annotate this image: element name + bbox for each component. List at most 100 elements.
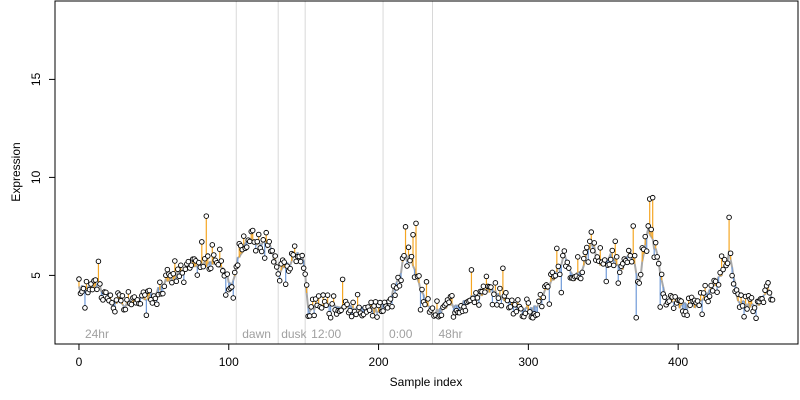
data-point — [658, 271, 665, 278]
region-dividers — [235, 1, 433, 344]
data-point — [721, 256, 728, 263]
fitted-segment — [121, 303, 125, 307]
data-point — [642, 233, 648, 240]
fitted-segment — [718, 275, 721, 278]
fitted-segment — [98, 285, 103, 293]
data-point — [760, 299, 767, 306]
data-point — [503, 289, 509, 296]
data-point — [753, 315, 759, 322]
data-point — [558, 289, 565, 296]
data-point — [670, 305, 677, 311]
data-point — [175, 266, 181, 273]
data-point — [152, 295, 159, 302]
data-point — [223, 292, 229, 298]
data-point — [272, 253, 278, 259]
data-point — [255, 231, 262, 238]
data-point — [338, 307, 344, 314]
data-point — [591, 240, 598, 246]
data-point — [252, 248, 259, 254]
fitted-segment — [400, 261, 404, 274]
data-point — [230, 295, 237, 301]
data-point — [154, 301, 160, 307]
data-point — [208, 265, 214, 272]
data-point — [709, 288, 716, 294]
data-point — [83, 278, 90, 285]
data-point — [149, 300, 156, 306]
data-point — [612, 238, 618, 245]
data-point — [702, 282, 708, 289]
data-point — [602, 257, 608, 263]
data-point — [97, 281, 103, 287]
data-point — [610, 262, 617, 269]
x-tick-label: 400 — [668, 355, 688, 369]
data-point — [275, 271, 281, 277]
data-point — [708, 282, 714, 289]
data-point — [353, 311, 359, 318]
y-tick-label: 15 — [29, 72, 43, 86]
data-point — [103, 289, 109, 296]
data-point — [330, 293, 337, 299]
region-label: dawn — [242, 327, 271, 341]
data-point — [587, 238, 593, 245]
data-point — [491, 291, 497, 297]
region-label: 48hr — [438, 327, 462, 341]
data-point — [557, 271, 563, 278]
data-point — [652, 239, 659, 246]
data-point — [609, 247, 616, 254]
x-tick-label: 100 — [219, 355, 239, 369]
data-point — [200, 263, 207, 270]
fitted-segment — [654, 248, 659, 255]
data-point — [762, 287, 768, 294]
data-point — [739, 303, 746, 309]
data-point — [515, 297, 521, 303]
data-point — [473, 290, 479, 296]
data-point — [161, 283, 168, 290]
data-point — [630, 223, 636, 229]
data-point — [109, 299, 115, 306]
data-point — [766, 290, 773, 296]
fitted-segment — [660, 279, 665, 287]
fitted-segment — [412, 265, 416, 270]
data-point — [597, 245, 604, 251]
region-label: 24hr — [85, 327, 109, 341]
data-point — [488, 284, 494, 290]
data-point — [480, 283, 487, 289]
data-point — [408, 253, 415, 260]
data-point — [76, 276, 82, 282]
data-point — [627, 252, 633, 259]
data-point — [624, 259, 630, 266]
data-point — [438, 312, 445, 318]
data-point — [185, 258, 192, 265]
data-point — [306, 313, 313, 319]
data-point — [315, 293, 322, 299]
data-point — [654, 254, 660, 260]
data-point — [714, 289, 720, 295]
data-point — [374, 314, 380, 320]
data-point — [354, 291, 361, 298]
data-point — [269, 247, 275, 254]
data-point — [575, 254, 581, 260]
data-point — [645, 223, 651, 229]
x-axis: 0 100 200 300 400 — [76, 344, 688, 369]
data-point — [320, 292, 326, 298]
fitted-segment — [671, 300, 675, 304]
data-point — [125, 289, 132, 295]
data-point — [404, 263, 410, 269]
data-point — [727, 250, 734, 257]
data-point — [89, 286, 96, 293]
data-point — [636, 280, 642, 286]
region-labels: 24hr dawn dusk 12:00 0:00 48hr — [85, 327, 463, 341]
data-point — [112, 308, 118, 315]
data-point — [157, 279, 163, 285]
data-point — [560, 252, 566, 259]
data-point — [425, 296, 431, 302]
data-point — [348, 313, 355, 320]
data-point — [308, 304, 314, 310]
data-point — [396, 283, 403, 289]
data-point — [100, 297, 106, 303]
data-point — [633, 314, 639, 321]
data-point — [380, 308, 386, 314]
data-point — [534, 311, 541, 318]
data-point — [224, 271, 231, 277]
data-point — [422, 301, 428, 308]
